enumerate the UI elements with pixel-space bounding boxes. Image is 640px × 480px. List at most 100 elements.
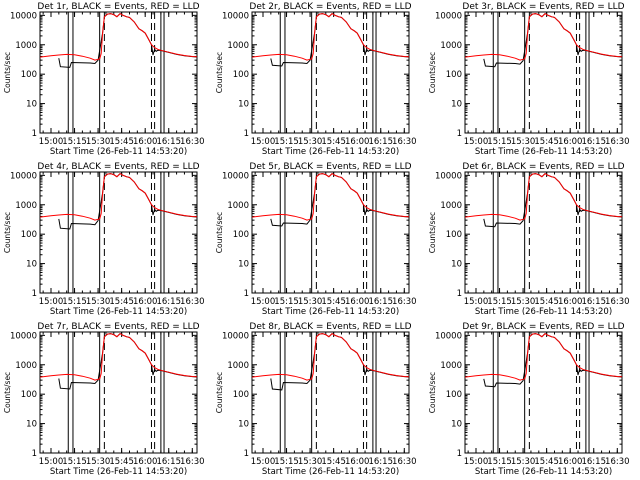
x-tick-label: 15:15 — [62, 297, 87, 307]
panel-title: Det 9r, BLACK = Events, RED = LLD — [462, 322, 624, 332]
x-tick-label: 15:45 — [321, 457, 346, 467]
events-series-line — [483, 172, 622, 228]
y-axis-label: Counts/sec — [215, 372, 224, 413]
x-tick-label: 15:45 — [321, 137, 346, 147]
x-tick-label: 15:00 — [464, 137, 489, 147]
y-tick-label: 1000 — [440, 361, 462, 371]
x-tick-label: 16:15 — [581, 297, 606, 307]
detector-panel: Det 6r, BLACK = Events, RED = LLD 1 10 100 1… — [428, 162, 630, 317]
lld-series-line — [465, 332, 622, 381]
events-series-line — [58, 172, 197, 230]
panel-title: Det 7r, BLACK = Events, RED = LLD — [37, 322, 199, 332]
y-axis-label: Counts/sec — [215, 52, 224, 93]
y-axis-label: Counts/sec — [428, 372, 437, 413]
x-tick-label: 16:30 — [392, 457, 417, 467]
y-tick-label: 10 — [451, 260, 462, 270]
y-tick-label: 10 — [26, 100, 37, 110]
y-tick-label: 1000 — [15, 41, 37, 51]
y-tick-label: 1 — [457, 449, 462, 459]
y-axis-label: Counts/sec — [428, 52, 437, 93]
y-tick-label: 1000 — [227, 361, 249, 371]
events-series-line — [483, 12, 622, 68]
x-tick-label: 15:30 — [298, 457, 323, 467]
x-tick-label: 16:15 — [368, 137, 393, 147]
x-tick-label: 16:15 — [368, 297, 393, 307]
x-tick-label: 16:00 — [345, 457, 370, 467]
x-tick-label: 16:00 — [558, 297, 583, 307]
events-series-line — [58, 332, 197, 390]
x-axis-label: Start Time (26-Feb-11 14:53:20) — [262, 147, 399, 157]
x-tick-label: 16:00 — [558, 457, 583, 467]
x-axis-label: Start Time (26-Feb-11 14:53:20) — [50, 147, 187, 157]
plot-frame — [39, 11, 198, 134]
y-tick-label: 1000 — [440, 41, 462, 51]
x-tick-label: 15:45 — [534, 457, 559, 467]
y-axis-label: Counts/sec — [428, 212, 437, 253]
x-tick-label: 15:15 — [274, 457, 299, 467]
y-axis-label: Counts/sec — [3, 372, 12, 413]
x-tick-label: 16:15 — [581, 137, 606, 147]
y-tick-label: 1000 — [227, 41, 249, 51]
x-tick-label: 16:00 — [345, 297, 370, 307]
x-tick-label: 15:45 — [109, 137, 134, 147]
x-tick-label: 16:00 — [133, 137, 158, 147]
x-tick-label: 15:00 — [464, 457, 489, 467]
y-tick-label: 10000 — [10, 11, 37, 21]
lld-series-line — [40, 332, 197, 381]
x-tick-label: 15:30 — [298, 137, 323, 147]
y-tick-label: 10000 — [222, 171, 249, 181]
x-tick-label: 15:30 — [298, 297, 323, 307]
x-tick-label: 16:30 — [392, 137, 417, 147]
detector-panel: Det 5r, BLACK = Events, RED = LLD 1 10 100 1… — [215, 162, 417, 317]
x-tick-label: 15:30 — [86, 457, 111, 467]
x-tick-label: 16:00 — [558, 137, 583, 147]
y-tick-label: 10 — [451, 100, 462, 110]
x-tick-label: 16:15 — [581, 457, 606, 467]
lld-series-line — [252, 12, 409, 61]
x-axis-label: Start Time (26-Feb-11 14:53:20) — [50, 307, 187, 317]
x-tick-label: 15:00 — [39, 297, 64, 307]
y-tick-label: 100 — [233, 390, 249, 400]
events-series-line — [58, 12, 197, 68]
plot-frame — [39, 171, 198, 294]
y-tick-label: 100 — [446, 70, 462, 80]
x-tick-label: 16:30 — [605, 297, 630, 307]
y-tick-label: 1 — [32, 289, 37, 299]
x-tick-label: 15:45 — [109, 297, 134, 307]
x-tick-label: 15:15 — [487, 457, 512, 467]
y-tick-label: 10 — [451, 420, 462, 430]
y-tick-label: 10000 — [435, 11, 462, 21]
x-tick-label: 15:15 — [62, 137, 87, 147]
y-tick-label: 100 — [21, 70, 37, 80]
detector-panel: Det 4r, BLACK = Events, RED = LLD 1 10 100 1… — [3, 162, 205, 317]
lld-series-line — [40, 12, 197, 61]
x-tick-label: 16:15 — [156, 297, 181, 307]
x-tick-label: 15:00 — [39, 137, 64, 147]
x-tick-label: 16:30 — [180, 457, 205, 467]
events-series-line — [270, 332, 409, 391]
x-tick-label: 15:30 — [511, 137, 536, 147]
x-tick-label: 15:00 — [464, 297, 489, 307]
lld-series-line — [40, 172, 197, 221]
x-tick-label: 16:30 — [392, 297, 417, 307]
x-axis-label: Start Time (26-Feb-11 14:53:20) — [475, 467, 612, 477]
y-tick-label: 1 — [244, 289, 249, 299]
plot-frame — [39, 331, 198, 454]
panel-title: Det 6r, BLACK = Events, RED = LLD — [462, 162, 624, 172]
y-tick-label: 1000 — [227, 201, 249, 211]
x-tick-label: 15:45 — [534, 137, 559, 147]
plot-frame — [464, 171, 623, 294]
y-tick-label: 100 — [233, 70, 249, 80]
y-tick-label: 1 — [457, 129, 462, 139]
y-tick-label: 100 — [21, 390, 37, 400]
y-tick-label: 100 — [446, 230, 462, 240]
x-tick-label: 15:15 — [487, 137, 512, 147]
plot-frame — [464, 331, 623, 454]
x-tick-label: 15:30 — [511, 457, 536, 467]
y-tick-label: 10 — [238, 100, 249, 110]
plot-frame — [464, 11, 623, 134]
y-axis-label: Counts/sec — [215, 212, 224, 253]
y-tick-label: 10000 — [10, 171, 37, 181]
panel-title: Det 3r, BLACK = Events, RED = LLD — [462, 2, 624, 12]
